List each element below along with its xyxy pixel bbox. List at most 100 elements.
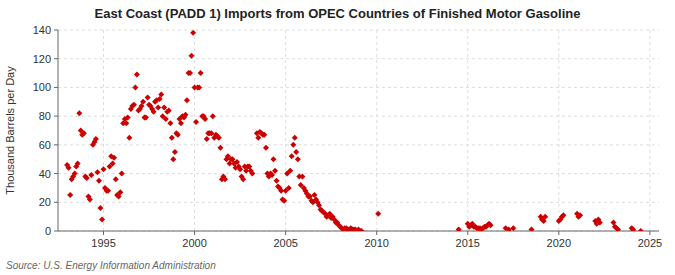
point	[126, 135, 132, 141]
y-grid-line	[58, 173, 659, 174]
point	[240, 176, 246, 182]
point	[577, 212, 583, 218]
point	[204, 136, 210, 142]
point	[506, 227, 512, 231]
point	[87, 196, 93, 202]
point	[84, 175, 90, 181]
y-grid-line	[58, 87, 659, 88]
point	[188, 53, 194, 59]
point	[193, 119, 199, 125]
point	[140, 99, 146, 105]
point	[359, 228, 365, 231]
point	[167, 120, 173, 126]
point	[101, 166, 107, 172]
y-grid-line	[58, 202, 659, 203]
point	[510, 225, 516, 231]
y-axis-line	[58, 30, 59, 231]
point	[286, 185, 292, 191]
point	[295, 156, 301, 162]
point	[216, 135, 222, 141]
y-axis-label: Thousand Barrels per Day	[4, 66, 16, 195]
point	[263, 145, 269, 151]
point	[66, 165, 72, 171]
point	[615, 227, 621, 231]
point	[125, 115, 131, 121]
x-grid-line	[467, 30, 468, 231]
point	[289, 153, 295, 159]
x-tick-label: 2020	[547, 237, 571, 249]
x-grid-line	[649, 30, 650, 231]
y-tick-label: 140	[33, 24, 51, 36]
y-tick	[54, 58, 58, 59]
point	[375, 211, 381, 217]
chart: 1995200020052010201520202025020406080100…	[0, 0, 675, 275]
point	[143, 115, 149, 121]
x-tick	[194, 231, 195, 235]
point	[110, 161, 116, 167]
point	[99, 217, 105, 223]
y-tick-label: 60	[39, 139, 51, 151]
point	[529, 227, 535, 231]
point	[88, 172, 94, 178]
x-tick-label: 1995	[91, 237, 115, 249]
point	[161, 105, 167, 111]
point	[560, 212, 566, 218]
point	[169, 135, 175, 141]
x-tick-label: 2005	[273, 237, 297, 249]
point	[132, 84, 138, 90]
point	[261, 132, 267, 138]
y-grid-line	[58, 58, 659, 59]
point	[178, 120, 184, 126]
y-tick-label: 80	[39, 110, 51, 122]
point	[290, 142, 296, 148]
point	[113, 176, 119, 182]
point	[272, 168, 278, 174]
point	[145, 94, 151, 100]
point	[638, 228, 644, 231]
point	[299, 173, 305, 179]
point	[166, 107, 172, 113]
point	[93, 136, 99, 142]
point	[187, 70, 193, 76]
point	[151, 109, 157, 115]
point	[190, 30, 196, 36]
point	[96, 178, 102, 184]
x-tick	[285, 231, 286, 235]
y-tick	[54, 144, 58, 145]
y-tick-label: 0	[45, 225, 51, 237]
point	[175, 132, 181, 138]
x-tick-label: 2010	[364, 237, 388, 249]
point	[117, 189, 123, 195]
point	[81, 130, 87, 136]
x-tick	[376, 231, 377, 235]
point	[269, 172, 275, 178]
point	[72, 171, 78, 177]
x-tick	[103, 231, 104, 235]
point	[255, 135, 261, 141]
point	[488, 222, 494, 228]
point	[105, 188, 111, 194]
point	[287, 168, 293, 174]
grid	[58, 30, 659, 231]
point	[95, 169, 101, 175]
point	[208, 130, 214, 136]
point	[76, 110, 82, 116]
x-grid-line	[558, 30, 559, 231]
point	[158, 92, 164, 98]
y-grid-line	[58, 30, 659, 31]
x-tick-label: 2000	[182, 237, 206, 249]
point	[542, 214, 548, 220]
y-tick-label: 120	[33, 53, 51, 65]
point	[196, 84, 202, 90]
x-grid-line	[376, 30, 377, 231]
points	[64, 30, 644, 231]
x-tick	[649, 231, 650, 235]
x-tick-label: 2025	[638, 237, 662, 249]
source-note: Source: U.S. Energy Information Administ…	[6, 260, 216, 271]
y-tick	[54, 231, 58, 232]
y-tick-label: 100	[33, 81, 51, 93]
y-tick	[54, 116, 58, 117]
x-grid-line	[103, 30, 104, 231]
y-tick	[54, 173, 58, 174]
point	[119, 171, 125, 177]
